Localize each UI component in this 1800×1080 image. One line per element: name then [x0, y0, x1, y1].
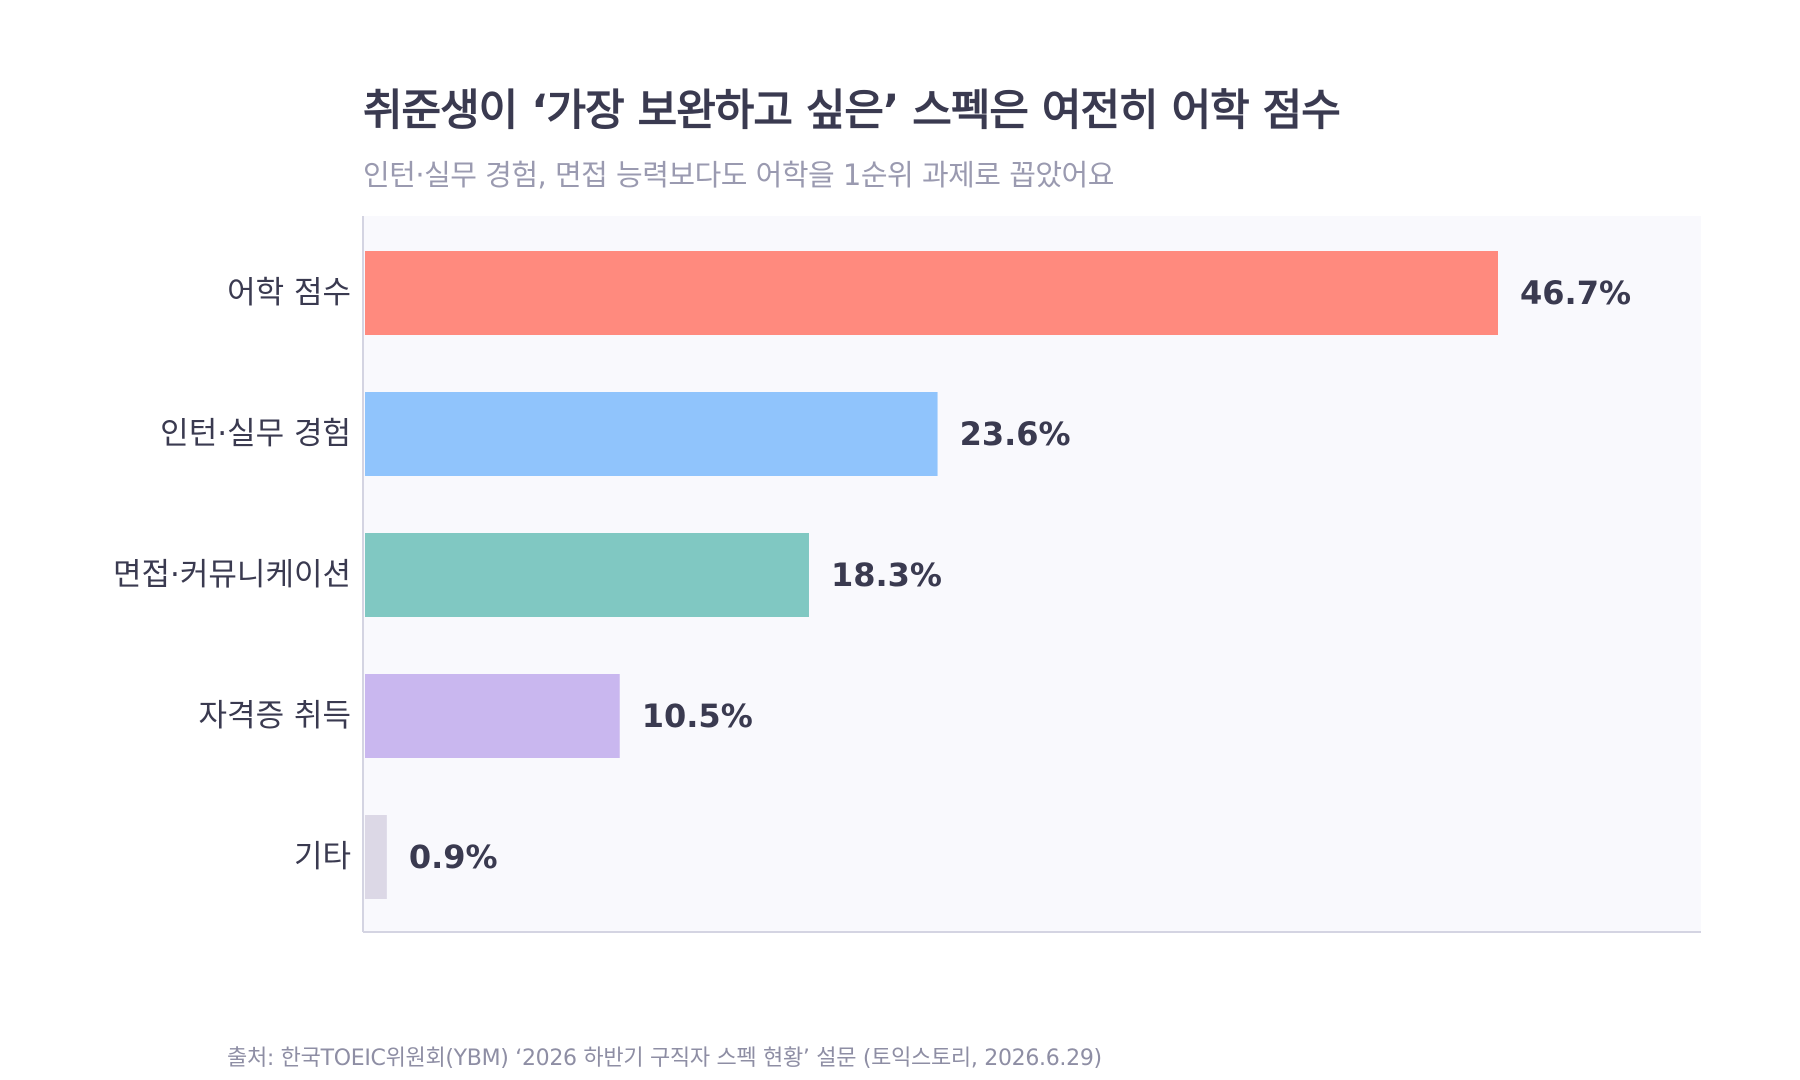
bar	[365, 251, 1498, 335]
value-label: 10.5%	[642, 697, 753, 735]
category-label: 인턴·실무 경험	[160, 416, 351, 452]
category-label: 면접·커뮤니케이션	[113, 557, 351, 593]
source-note: 출처: 한국TOEIC위원회(YBM) ‘2026 하반기 구직자 스펙 현황’…	[227, 1046, 1102, 1071]
bar	[365, 815, 387, 899]
bar	[365, 392, 938, 476]
chart-subtitle: 인턴·실무 경험, 면접 능력보다도 어학을 1순위 과제로 꼽았어요	[363, 158, 1114, 192]
category-label: 어학 점수	[227, 275, 351, 311]
category-label: 기타	[294, 839, 351, 875]
category-label: 자격증 취득	[199, 698, 351, 734]
chart-title: 취준생이 ‘가장 보완하고 싶은’ 스펙은 여전히 어학 점수	[363, 86, 1341, 136]
bars-group: 어학 점수 46.7% 인턴·실무 경험 23.6% 면접·커뮤니케이션 18.3% 자격증…	[113, 251, 1631, 899]
bar	[365, 674, 620, 758]
bar	[365, 533, 809, 617]
value-label: 18.3%	[831, 556, 942, 594]
value-label: 46.7%	[1520, 274, 1631, 312]
value-label: 0.9%	[409, 838, 498, 876]
value-label: 23.6%	[960, 415, 1071, 453]
